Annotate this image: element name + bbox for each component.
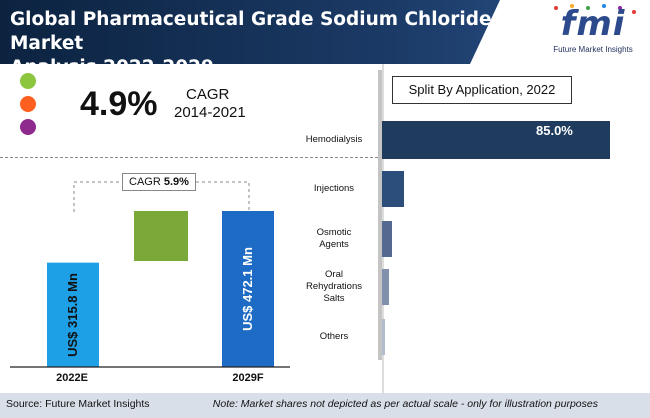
category-label-line: Agents xyxy=(319,239,349,250)
bar-injections xyxy=(382,171,404,207)
cagr-badge-value: 5.9% xyxy=(163,176,189,188)
cagr-label: CAGR xyxy=(186,86,230,103)
section-divider xyxy=(0,157,383,158)
footer: Source: Future Market Insights Note: Mar… xyxy=(0,393,650,418)
logo-subtext: Future Market Insights xyxy=(553,45,633,54)
x-tick-2022: 2022E xyxy=(56,372,88,384)
cagr-badge: CAGR 5.9% xyxy=(122,173,196,191)
category-label: Injections xyxy=(294,183,374,195)
category-label-line: Hemodialysis xyxy=(305,134,363,145)
header-banner: Global Pharmaceutical Grade Sodium Chlor… xyxy=(0,0,650,78)
x-tick-2029: 2029F xyxy=(232,372,264,384)
category-label-line: Rehydrations xyxy=(306,281,362,292)
source-text: Source: Future Market Insights xyxy=(6,398,150,410)
bar-2029F xyxy=(222,211,274,367)
category-label-line: Oral xyxy=(325,269,343,280)
category-label-line: Injections xyxy=(313,183,355,194)
category-label-line: Salts xyxy=(323,293,345,304)
cagr-value: 4.9% xyxy=(80,85,158,123)
category-label-line: Osmotic xyxy=(316,227,352,238)
bar-2022E xyxy=(47,262,99,367)
bar-hemodialysis xyxy=(382,121,610,159)
note-text: Note: Market shares not depicted as per … xyxy=(212,398,598,410)
hemodialysis-value-label: 85.0% xyxy=(536,123,573,138)
application-split-chart xyxy=(378,70,610,360)
growth-block xyxy=(134,211,188,261)
cagr-badge-label: CAGR xyxy=(129,176,161,188)
green-dot-icon xyxy=(20,73,36,89)
fmi-logo: fmi Future Market Insights xyxy=(540,4,646,60)
purple-dot-icon xyxy=(20,119,36,135)
cagr-bracket-left xyxy=(73,181,122,212)
page-title: Global Pharmaceutical Grade Sodium Chlor… xyxy=(10,8,510,80)
bar-oral-rehydrations-salts xyxy=(382,269,389,305)
category-label: Hemodialysis xyxy=(294,134,374,146)
chart-title-box: Split By Application, 2022 xyxy=(392,76,572,104)
category-label: Others xyxy=(294,331,374,343)
category-label: Osmotic Agents xyxy=(294,227,374,251)
logo-wordmark: fmi xyxy=(560,4,626,44)
category-label: Oral Rehydrations Salts xyxy=(294,269,374,305)
title-line-1: Global Pharmaceutical Grade Sodium Chlor… xyxy=(10,9,492,54)
cagr-period: 2014-2021 xyxy=(174,104,246,121)
logo-panel xyxy=(470,0,650,64)
bar-osmotic-agents xyxy=(382,221,392,257)
market-size-chart xyxy=(10,64,384,393)
orange-dot-icon xyxy=(20,96,36,112)
category-label-line: Others xyxy=(319,331,349,342)
bar-others xyxy=(382,319,385,355)
title-line-2: Analysis 2022-2029 xyxy=(10,57,214,78)
header-background xyxy=(0,0,650,64)
